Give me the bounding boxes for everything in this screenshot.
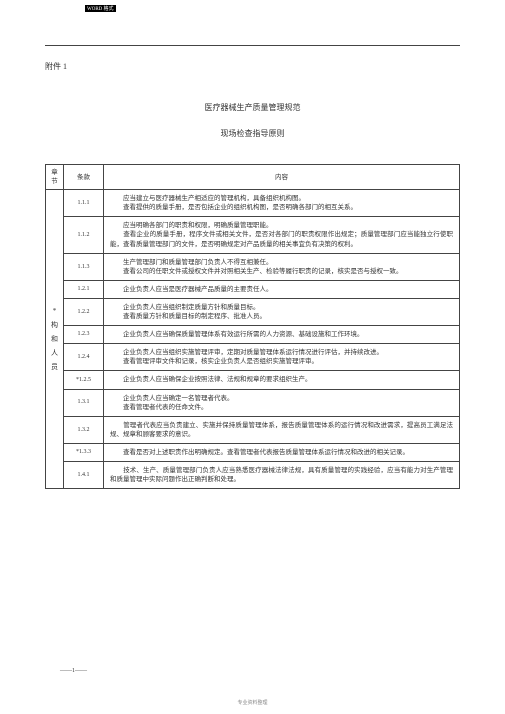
clause-cell: *1.2.5 (64, 371, 104, 389)
table-row: 1.3.1 企业负责人应当确定一名管理者代表。 查看管理者代表的任命文件。 (46, 389, 460, 416)
page-number: ——1—— (60, 668, 87, 674)
attachment-label: 附件 1 (45, 61, 460, 72)
clause-cell: 1.2.3 (64, 326, 104, 344)
doc-title-2: 现场检查指导原则 (45, 128, 460, 139)
table-row: 1.2.4 企业负责人应当组织实施管理评审，定期对质量管理体系运行情况进行评估，… (46, 344, 460, 371)
clause-cell: 1.1.3 (64, 253, 104, 280)
footer-text: 专业资料整理 (0, 699, 505, 706)
format-label: WORD 格式 (85, 5, 116, 12)
table-header-row: 章节 条款 内容 (46, 165, 460, 190)
table-row: 1.1.3 生产管理部门和质量管理部门负责人不得互相兼任。 查看公司的任职文件或… (46, 253, 460, 280)
table-row: 1.3.2 管理者代表应当负责建立、实施并保持质量管理体系，报告质量管理体系的运… (46, 416, 460, 443)
table-row: 1.2.1 企业负责人应当是医疗器械产品质量的主要责任人。 (46, 280, 460, 298)
table-row: *1.2.5 企业负责人应当确保企业按照法律、法规和规章的要求组织生产。 (46, 371, 460, 389)
content-cell: 管理者代表应当负责建立、实施并保持质量管理体系，报告质量管理体系的运行情况和改进… (104, 416, 460, 443)
content-cell: 生产管理部门和质量管理部门负责人不得互相兼任。 查看公司的任职文件或授权文件并对… (104, 253, 460, 280)
clause-cell: 1.2.1 (64, 280, 104, 298)
content-cell: 企业负责人应当组织实施管理评审，定期对质量管理体系运行情况进行评估，并持续改进。… (104, 344, 460, 371)
chapter-cell: *构和人员 (46, 190, 64, 489)
clause-cell: *1.3.3 (64, 443, 104, 461)
content-cell: 企业负责人应当确保质量管理体系有效运行所需的人力资源、基础设施和工作环境。 (104, 326, 460, 344)
header-clause: 条款 (64, 165, 104, 190)
doc-title-1: 医疗器械生产质量管理规范 (45, 102, 460, 113)
table-row: 1.2.2 企业负责人应当组织制定质量方针和质量目标。 查看质量方针和质量目标的… (46, 298, 460, 325)
content-cell: 企业负责人应当确保企业按照法律、法规和规章的要求组织生产。 (104, 371, 460, 389)
clause-cell: 1.3.1 (64, 389, 104, 416)
table-row: 1.4.1 技术、生产、质量管理部门负责人应当熟悉医疗器械法律法规，具有质量管理… (46, 461, 460, 488)
clause-cell: 1.3.2 (64, 416, 104, 443)
table-row: 1.2.3 企业负责人应当确保质量管理体系有效运行所需的人力资源、基础设施和工作… (46, 326, 460, 344)
clause-cell: 1.2.2 (64, 298, 104, 325)
clause-cell: 1.4.1 (64, 461, 104, 488)
content-cell: 企业负责人应当确定一名管理者代表。 查看管理者代表的任命文件。 (104, 389, 460, 416)
table-row: *1.3.3 查看是否对上述职责作出明确规定。查看管理者代表报告质量管理体系运行… (46, 443, 460, 461)
header-content: 内容 (104, 165, 460, 190)
top-rule (45, 45, 460, 46)
content-cell: 技术、生产、质量管理部门负责人应当熟悉医疗器械法律法规，具有质量管理的实践经验，… (104, 461, 460, 488)
clause-cell: 1.2.4 (64, 344, 104, 371)
table-row: 1.1.2 应当明确各部门的职责和权限，明确质量管理职能。 查看企业的质量手册，… (46, 217, 460, 253)
content-cell: 应当明确各部门的职责和权限，明确质量管理职能。 查看企业的质量手册，程序文件或相… (104, 217, 460, 253)
clause-cell: 1.1.2 (64, 217, 104, 253)
table-row: *构和人员1.1.1 应当建立与医疗器械生产相适应的管理机构，具备组织机构图。 … (46, 190, 460, 217)
content-cell: 企业负责人应当组织制定质量方针和质量目标。 查看质量方针和质量目标的制定程序、批… (104, 298, 460, 325)
clause-cell: 1.1.1 (64, 190, 104, 217)
content-cell: 查看是否对上述职责作出明确规定。查看管理者代表报告质量管理体系运行情况和改进的相… (104, 443, 460, 461)
content-cell: 企业负责人应当是医疗器械产品质量的主要责任人。 (104, 280, 460, 298)
main-table: 章节 条款 内容 *构和人员1.1.1 应当建立与医疗器械生产相适应的管理机构，… (45, 164, 460, 489)
content-cell: 应当建立与医疗器械生产相适应的管理机构，具备组织机构图。 查看提供的质量手册，是… (104, 190, 460, 217)
header-chapter: 章节 (46, 165, 64, 190)
